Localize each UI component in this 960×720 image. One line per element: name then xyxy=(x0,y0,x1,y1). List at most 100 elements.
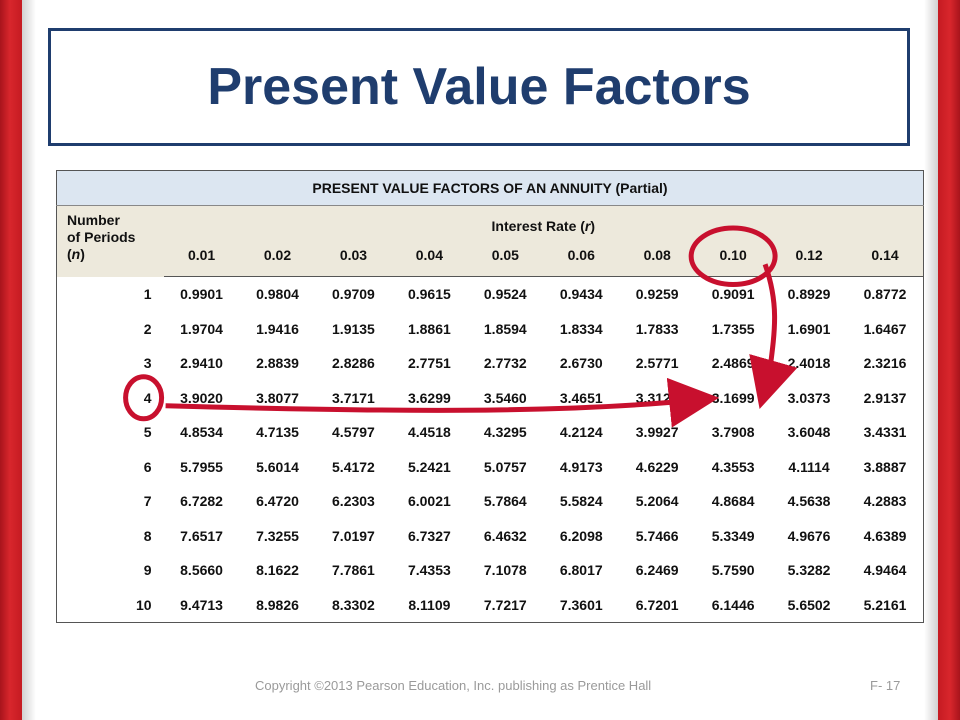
period-cell: 4 xyxy=(143,389,152,406)
factor-cell: 2.9410 xyxy=(180,355,223,372)
factor-cell: 4.4518 xyxy=(407,424,451,441)
table-row: 5 4.8534 4.7135 4.5797 4.4518 4.3295 4.2124 3.9… xyxy=(57,415,924,450)
rate-header-cell: 0.14 xyxy=(847,234,924,277)
table-row: 7 6.7282 6.4720 6.2303 6.0021 5.7864 5.5824 5.2… xyxy=(57,484,924,519)
factor-cell: 4.9464 xyxy=(863,562,907,579)
header-row-1: Number of Periods (n) Interest Rate (r) xyxy=(56,205,924,277)
factor-cell: 6.1446 xyxy=(711,596,755,613)
factor-cell: 0.8929 xyxy=(787,286,831,303)
factor-cell: 2.4018 xyxy=(787,355,831,372)
period-header-line2: of Periods xyxy=(67,229,136,245)
factor-cell: 7.4353 xyxy=(407,562,451,579)
factor-cell: 5.7864 xyxy=(483,493,527,510)
period-cell: 7 xyxy=(143,493,152,510)
factor-cell: 6.7201 xyxy=(635,596,679,613)
factor-cell: 8.9826 xyxy=(256,596,299,613)
factor-cell: 6.8017 xyxy=(559,562,603,579)
table-row: 2 1.9704 1.9416 1.9135 1.8861 1.8594 1.8334 1.7… xyxy=(57,312,924,347)
factor-cell: 2.7751 xyxy=(407,355,451,372)
title-box: Present Value Factors xyxy=(48,28,910,146)
rate-header-cell: 0.12 xyxy=(771,234,848,277)
interest-rate-header-close: ) xyxy=(590,218,596,234)
factor-cell: 4.6389 xyxy=(863,527,907,544)
factor-cell: 5.6014 xyxy=(256,458,299,475)
slide-title: Present Value Factors xyxy=(207,58,751,116)
period-header-close: ) xyxy=(80,246,85,262)
factor-cell: 2.5771 xyxy=(635,355,679,372)
factor-cell: 8.5660 xyxy=(180,562,223,579)
period-header: Number of Periods (n) xyxy=(56,205,164,277)
factor-cell: 5.2064 xyxy=(635,493,679,510)
factor-cell: 3.9020 xyxy=(180,389,223,406)
factor-cell: 6.7327 xyxy=(407,527,451,544)
slide-footer: Copyright ©2013 Pearson Education, Inc. … xyxy=(0,678,960,698)
factor-cell: 4.2883 xyxy=(863,493,907,510)
period-cell: 8 xyxy=(143,527,152,544)
factor-cell: 1.8594 xyxy=(483,320,527,337)
factor-cell: 4.8534 xyxy=(180,424,223,441)
left-border-shadow xyxy=(22,0,36,720)
factor-cell: 3.7171 xyxy=(332,389,375,406)
rate-header-cell: 0.10 xyxy=(695,234,772,277)
factor-cell: 2.9137 xyxy=(863,389,907,406)
slide-number: F- 17 xyxy=(870,678,901,693)
factor-cell: 5.7590 xyxy=(711,562,755,579)
factor-cell: 3.3121 xyxy=(635,389,679,406)
rate-header-cell: 0.03 xyxy=(315,234,392,277)
factor-cell: 0.9259 xyxy=(635,286,679,303)
factor-cell: 1.7355 xyxy=(711,320,755,337)
factor-cell: 1.9704 xyxy=(180,320,223,337)
period-cell: 6 xyxy=(143,458,152,475)
factor-cell: 8.1109 xyxy=(408,596,451,613)
factor-cell: 3.4331 xyxy=(863,424,907,441)
right-red-border xyxy=(938,0,960,720)
factor-cell: 4.9676 xyxy=(787,527,831,544)
factor-cell: 7.3601 xyxy=(559,596,603,613)
factor-cell: 5.3349 xyxy=(711,527,755,544)
rate-header-cell: 0.04 xyxy=(391,234,468,277)
right-border-shadow xyxy=(924,0,938,720)
factor-cell: 5.4172 xyxy=(332,458,375,475)
factor-cell: 1.6467 xyxy=(863,320,907,337)
table-row: 6 5.7955 5.6014 5.4172 5.2421 5.0757 4.9173 4.6… xyxy=(57,450,924,485)
factor-cell: 7.0197 xyxy=(332,527,375,544)
period-cell: 9 xyxy=(143,562,152,579)
factor-cell: 2.6730 xyxy=(559,355,603,372)
factor-cell: 0.9901 xyxy=(180,286,223,303)
factor-cell: 3.9927 xyxy=(635,424,679,441)
factor-cell: 6.4720 xyxy=(256,493,299,510)
factor-cell: 3.0373 xyxy=(787,389,831,406)
table-row: 3 2.9410 2.8839 2.8286 2.7751 2.7732 2.6730 2.5… xyxy=(57,346,924,381)
factor-cell: 0.9615 xyxy=(407,286,451,303)
factor-cell: 0.9709 xyxy=(332,286,375,303)
factor-cell: 3.8077 xyxy=(256,389,299,406)
factor-cell: 7.6517 xyxy=(180,527,223,544)
rate-header-row: 0.01 0.02 0.03 0.04 0.05 0.06 0.08 0.10 0.12 0.14 xyxy=(57,234,924,277)
rate-header-cell: 0.06 xyxy=(543,234,620,277)
period-header-line1: Number xyxy=(67,212,120,228)
copyright-text: Copyright ©2013 Pearson Education, Inc. … xyxy=(255,678,652,693)
table-row: 10 9.4713 8.9826 8.3302 8.1109 7.7217 7.3601 6.… xyxy=(57,588,924,623)
factor-cell: 3.7908 xyxy=(711,424,755,441)
table-row: 9 8.5660 8.1622 7.7861 7.4353 7.1078 6.8017 6.2… xyxy=(57,553,924,588)
table-caption-row: PRESENT VALUE FACTORS OF AN ANNUITY (Par… xyxy=(56,170,924,206)
factor-cell: 1.7833 xyxy=(635,320,679,337)
factor-cell: 4.8684 xyxy=(711,493,755,510)
table-row: 1 0.9901 0.9804 0.9709 0.9615 0.9524 0.9434 0.9… xyxy=(57,277,924,312)
factor-cell: 4.2124 xyxy=(559,424,603,441)
factor-cell: 5.7466 xyxy=(635,527,679,544)
table-body: 1 0.9901 0.9804 0.9709 0.9615 0.9524 0.9434 0.9… xyxy=(57,277,924,623)
pv-annuity-table: PRESENT VALUE FACTORS OF AN ANNUITY (Par… xyxy=(56,170,924,623)
factor-cell: 3.4651 xyxy=(559,389,603,406)
factor-cell: 5.0757 xyxy=(483,458,527,475)
rate-header-cell: 0.05 xyxy=(467,234,544,277)
factor-cell: 4.3295 xyxy=(483,424,527,441)
factor-cell: 1.8861 xyxy=(407,320,451,337)
factor-cell: 4.1114 xyxy=(788,458,830,475)
factor-cell: 4.6229 xyxy=(635,458,679,475)
factor-cell: 1.6901 xyxy=(787,320,831,337)
factor-cell: 5.5824 xyxy=(559,493,603,510)
factor-cell: 2.8286 xyxy=(332,355,375,372)
factor-cell: 6.2303 xyxy=(332,493,375,510)
factor-cell: 0.9804 xyxy=(256,286,299,303)
